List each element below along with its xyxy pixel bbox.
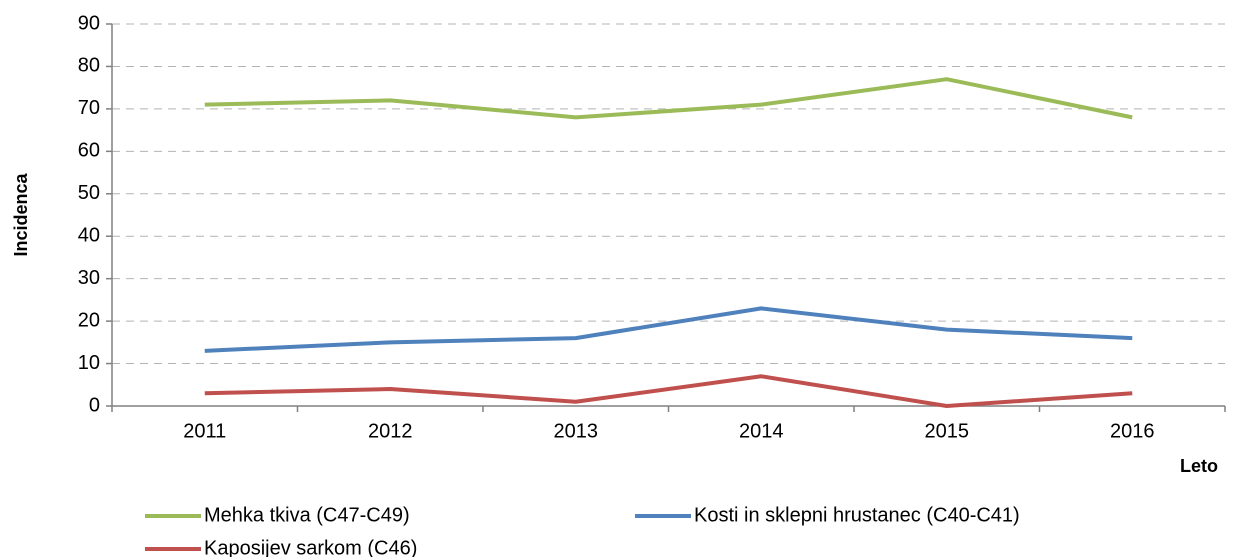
x-tick-label: 2015 xyxy=(925,420,970,442)
x-axis-label: Leto xyxy=(1180,456,1218,476)
series-line xyxy=(204,374,1133,408)
series-line xyxy=(204,77,1133,120)
y-tick-label: 50 xyxy=(78,182,100,204)
y-tick-label: 60 xyxy=(78,140,100,162)
y-tick-label: 80 xyxy=(78,55,100,77)
legend-label: Kaposijev sarkom (C46) xyxy=(204,537,417,557)
legend-label: Kosti in sklepni hrustanec (C40-C41) xyxy=(694,504,1020,526)
y-tick-label: 20 xyxy=(78,309,100,331)
x-tick-label: 2014 xyxy=(739,420,784,442)
y-axis-label: Incidenca xyxy=(11,172,31,256)
y-tick-label: 30 xyxy=(78,267,100,289)
x-tick-label: 2012 xyxy=(368,420,413,442)
y-tick-label: 0 xyxy=(89,394,100,416)
x-tick-label: 2011 xyxy=(183,420,226,442)
legend-label: Mehka tkiva (C47-C49) xyxy=(204,504,410,526)
x-tick-label: 2016 xyxy=(1110,420,1155,442)
x-tick-label: 2013 xyxy=(554,420,599,442)
y-tick-label: 90 xyxy=(78,12,100,34)
series-line xyxy=(204,306,1133,353)
y-tick-label: 40 xyxy=(78,225,100,247)
y-tick-label: 70 xyxy=(78,97,100,119)
y-tick-label: 10 xyxy=(78,352,100,374)
